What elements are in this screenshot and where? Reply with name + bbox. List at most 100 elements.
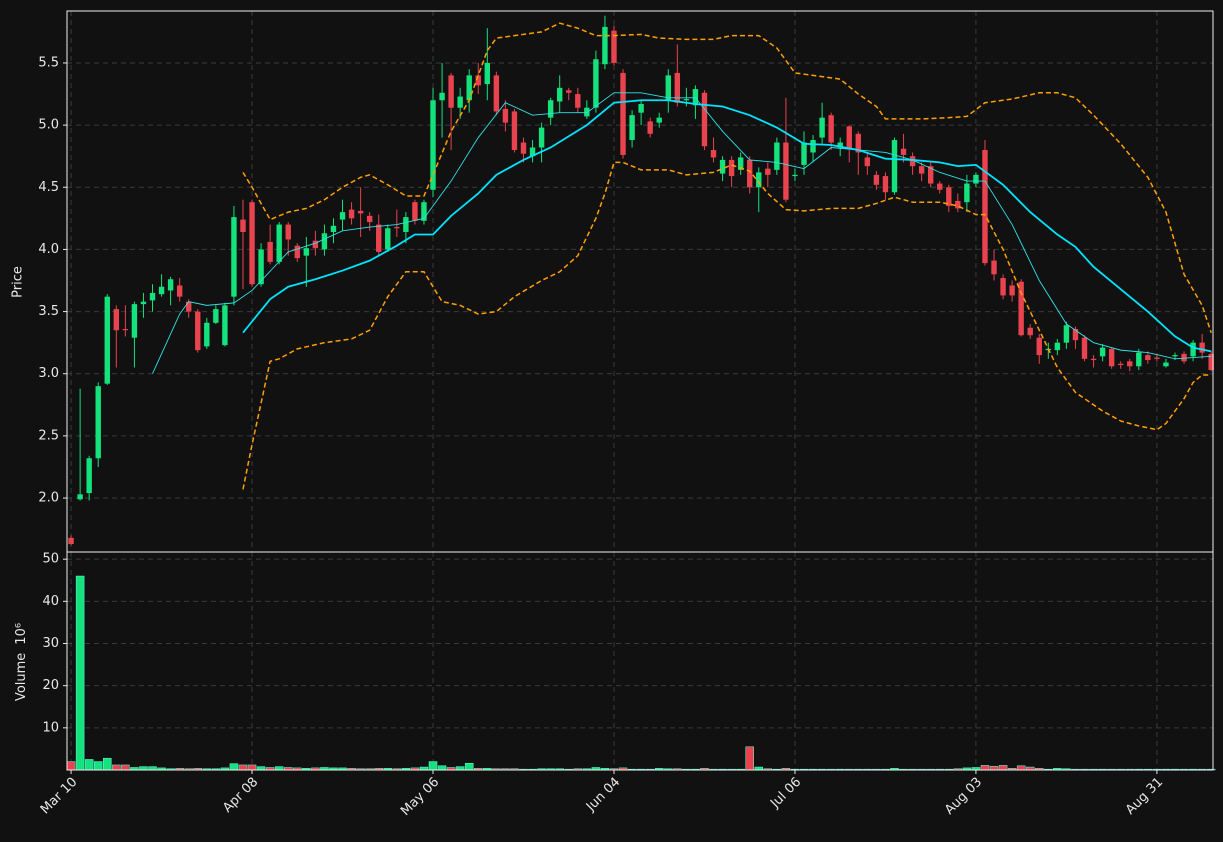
candle-body xyxy=(927,166,934,184)
candle-body xyxy=(728,159,735,177)
overlay-line xyxy=(242,161,1212,490)
volume-axis-label: Volume 10⁶ xyxy=(14,623,29,701)
candle-body xyxy=(140,301,147,305)
volume-bar xyxy=(247,764,257,771)
volume-bar xyxy=(112,764,121,771)
candle-body xyxy=(448,75,454,108)
candle-body xyxy=(439,92,445,101)
candle-body xyxy=(575,94,581,108)
volume-bar xyxy=(229,763,239,771)
volume-bar xyxy=(989,765,999,771)
candle-body xyxy=(348,209,355,219)
candle-body xyxy=(683,99,690,101)
volume-scale: 10⁶ xyxy=(14,623,29,645)
candle-body xyxy=(774,142,780,170)
candle-body xyxy=(955,200,961,209)
candle-body xyxy=(973,174,979,184)
candle-body xyxy=(747,159,753,188)
volume-bar xyxy=(980,765,990,771)
volume-bar xyxy=(274,766,284,771)
candle-body xyxy=(158,286,165,295)
candle-body xyxy=(828,115,834,143)
candle-body xyxy=(1099,347,1106,357)
candle-body xyxy=(710,149,717,158)
volume-bar xyxy=(256,766,266,771)
volume-bar xyxy=(148,766,157,771)
candle-body xyxy=(502,108,509,123)
candle-body xyxy=(638,103,644,113)
candle-body xyxy=(991,260,997,275)
candle-body xyxy=(611,30,617,63)
candle-body xyxy=(122,328,129,331)
candle-body xyxy=(312,240,319,249)
candle-body xyxy=(149,292,156,301)
candle-body xyxy=(1190,342,1196,357)
volume-bar xyxy=(93,761,103,771)
candle-body xyxy=(1181,353,1187,362)
candle-body xyxy=(412,202,418,221)
candle-body xyxy=(946,187,952,206)
candle-body xyxy=(385,228,391,250)
candle-body xyxy=(765,168,771,175)
y-tick-label: 4.0 xyxy=(38,242,59,257)
candle-body xyxy=(584,107,590,117)
candle-body xyxy=(873,174,880,185)
volume-bar xyxy=(998,765,1008,771)
candle-body xyxy=(538,127,545,148)
volume-bar xyxy=(455,766,465,771)
candle-body xyxy=(1163,362,1169,367)
candle-body xyxy=(665,75,671,101)
candle-body xyxy=(231,217,237,297)
candle-body xyxy=(602,26,608,65)
candle-body xyxy=(466,75,472,101)
candle-body xyxy=(593,59,599,108)
candle-body xyxy=(1000,278,1006,296)
candle-body xyxy=(1208,353,1214,371)
volume-bar xyxy=(428,761,438,771)
candle-body xyxy=(756,172,762,188)
candle-body xyxy=(620,72,626,155)
volume-bar xyxy=(139,766,148,771)
candle-body xyxy=(855,133,861,153)
candle-body xyxy=(520,142,527,154)
y-tick-label: 2.0 xyxy=(38,491,59,506)
y-tick-label: 40 xyxy=(42,594,59,609)
candle-body xyxy=(674,72,681,103)
candle-body xyxy=(213,309,219,323)
candle-body xyxy=(303,248,310,256)
candle-body xyxy=(484,62,491,85)
candle-body xyxy=(376,224,382,252)
candle-body xyxy=(982,149,988,264)
volume-bar xyxy=(75,575,85,771)
candle-body xyxy=(421,202,427,221)
candle-body xyxy=(493,75,500,112)
y-tick-label: 5.0 xyxy=(38,118,59,133)
candle-body xyxy=(1027,327,1033,336)
candle-body xyxy=(294,245,300,259)
volume-bar xyxy=(121,764,130,771)
candle-body xyxy=(167,279,174,291)
candle-body xyxy=(909,156,916,167)
candle-body xyxy=(104,296,110,384)
y-tick-label: 5.5 xyxy=(38,55,59,70)
panel-frame xyxy=(66,551,1214,771)
y-tick-label: 10 xyxy=(42,720,59,735)
candle-body xyxy=(692,89,699,106)
candle-body xyxy=(937,183,943,190)
price-axis-label: Price xyxy=(11,266,26,298)
volume-bar xyxy=(437,765,447,771)
candle-body xyxy=(113,309,120,331)
candle-body xyxy=(249,202,255,285)
candle-body xyxy=(737,157,744,170)
candle-body xyxy=(321,233,328,250)
candle-body xyxy=(95,386,101,459)
candle-body xyxy=(1154,357,1160,359)
overlay-line xyxy=(152,92,1212,374)
candle-body xyxy=(547,100,554,118)
candle-body xyxy=(964,183,970,203)
candle-body xyxy=(891,140,898,193)
candle-body xyxy=(258,249,264,285)
candle-body xyxy=(556,87,563,102)
